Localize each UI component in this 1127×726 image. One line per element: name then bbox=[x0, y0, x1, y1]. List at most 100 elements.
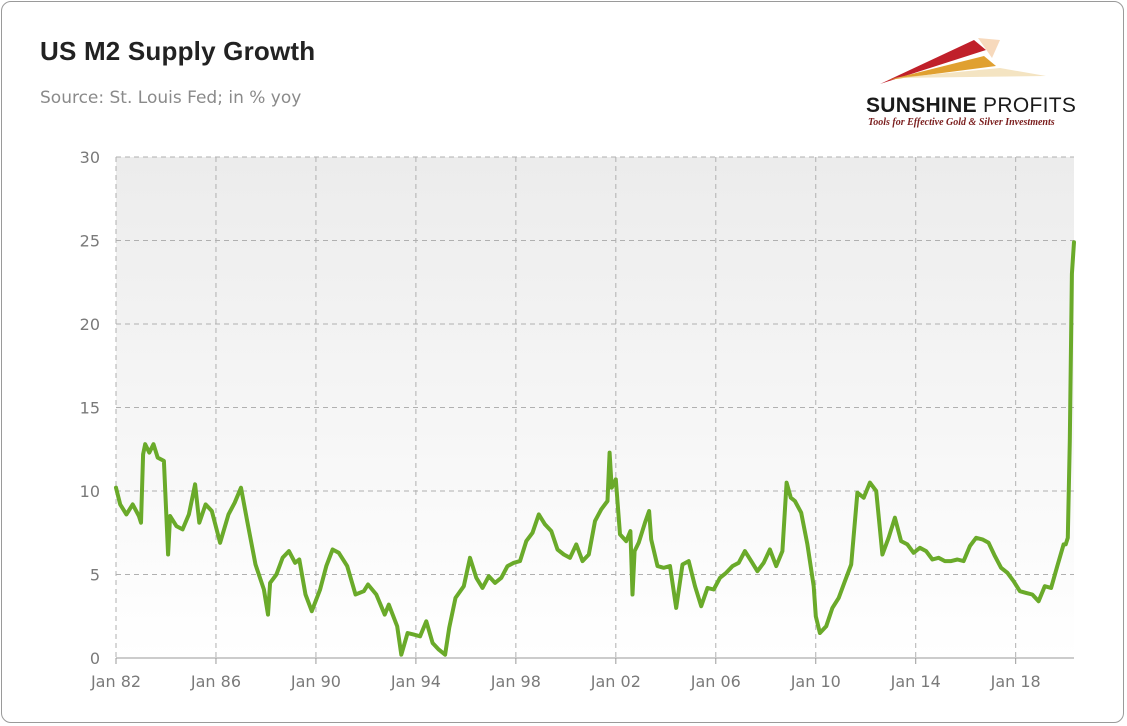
data-point bbox=[1043, 584, 1047, 588]
data-point bbox=[297, 557, 301, 562]
y-tick-label: 25 bbox=[80, 232, 100, 251]
data-point bbox=[253, 562, 258, 567]
data-point bbox=[437, 648, 441, 652]
data-point bbox=[687, 559, 691, 563]
data-point bbox=[799, 511, 803, 515]
data-point bbox=[168, 514, 172, 518]
data-point bbox=[568, 556, 572, 560]
data-point bbox=[647, 509, 651, 513]
data-point bbox=[855, 491, 860, 495]
x-tick-label: Jan 98 bbox=[490, 672, 541, 691]
data-point bbox=[1005, 571, 1010, 575]
data-point bbox=[680, 562, 685, 567]
data-point bbox=[824, 624, 828, 628]
data-point bbox=[474, 576, 478, 580]
y-tick-label: 20 bbox=[80, 315, 100, 334]
data-point bbox=[780, 549, 785, 553]
data-point bbox=[974, 536, 978, 540]
data-point bbox=[605, 499, 610, 503]
data-point bbox=[999, 566, 1003, 570]
data-point bbox=[608, 451, 612, 455]
data-point bbox=[762, 561, 766, 565]
data-point bbox=[331, 547, 335, 552]
data-point bbox=[387, 603, 391, 607]
data-point bbox=[1072, 240, 1076, 244]
data-point bbox=[524, 539, 528, 543]
data-point bbox=[293, 561, 297, 565]
x-tick-label: Jan 94 bbox=[390, 672, 441, 691]
data-point bbox=[210, 509, 214, 513]
data-point bbox=[668, 564, 672, 568]
data-point bbox=[955, 557, 960, 562]
y-tick-label: 10 bbox=[80, 482, 100, 501]
data-point bbox=[793, 499, 797, 503]
data-point bbox=[310, 609, 314, 613]
data-point bbox=[705, 586, 710, 590]
data-point bbox=[887, 536, 891, 540]
data-point bbox=[324, 564, 328, 568]
data-point bbox=[789, 496, 793, 500]
data-point bbox=[743, 549, 747, 553]
data-point bbox=[406, 631, 410, 635]
data-point bbox=[937, 556, 941, 560]
data-point bbox=[837, 596, 841, 600]
data-point bbox=[849, 562, 853, 567]
data-point bbox=[1066, 536, 1070, 540]
data-point bbox=[131, 502, 135, 506]
data-point bbox=[599, 507, 603, 511]
data-point bbox=[674, 606, 678, 610]
data-point bbox=[1068, 439, 1072, 443]
data-point bbox=[383, 613, 387, 617]
data-point bbox=[226, 512, 231, 517]
data-point bbox=[337, 551, 341, 555]
data-point bbox=[118, 502, 122, 506]
data-point bbox=[749, 559, 753, 563]
data-point bbox=[487, 574, 491, 578]
data-point bbox=[431, 641, 435, 645]
data-point bbox=[812, 584, 816, 588]
data-point bbox=[618, 532, 622, 537]
data-point bbox=[151, 442, 156, 446]
data-point bbox=[1030, 592, 1034, 597]
data-point bbox=[593, 519, 597, 523]
data-point bbox=[156, 456, 160, 460]
data-point bbox=[918, 546, 922, 550]
data-point bbox=[147, 451, 151, 455]
data-point bbox=[868, 481, 872, 485]
data-point bbox=[980, 537, 985, 542]
data-point bbox=[124, 512, 128, 517]
data-point bbox=[614, 477, 618, 481]
data-point bbox=[805, 542, 810, 547]
data-point bbox=[830, 606, 835, 610]
data-point bbox=[362, 589, 366, 593]
data-point bbox=[137, 514, 141, 518]
data-point bbox=[499, 576, 503, 580]
logo-name-bold: SUNSHINE bbox=[866, 94, 977, 117]
data-point bbox=[580, 559, 585, 563]
data-point bbox=[424, 619, 428, 623]
data-point bbox=[268, 581, 272, 585]
data-point bbox=[233, 501, 237, 505]
data-point bbox=[281, 556, 285, 560]
data-point bbox=[262, 587, 266, 592]
data-point bbox=[549, 529, 553, 533]
data-point bbox=[303, 592, 308, 597]
data-point bbox=[239, 486, 243, 490]
data-point bbox=[245, 519, 249, 523]
data-point bbox=[755, 569, 760, 573]
logo-name: SUNSHINE PROFITS bbox=[866, 94, 1076, 118]
data-point bbox=[912, 551, 916, 555]
data-point bbox=[637, 541, 641, 545]
x-tick-label: Jan 90 bbox=[290, 672, 341, 691]
data-point bbox=[468, 556, 472, 560]
y-tick-label: 0 bbox=[90, 649, 100, 668]
data-point bbox=[114, 486, 118, 490]
chart-subtitle: Source: St. Louis Fed; in % yoy bbox=[40, 88, 302, 108]
data-point bbox=[274, 572, 278, 577]
data-point bbox=[718, 576, 722, 580]
logo-tagline: Tools for Effective Gold & Silver Invest… bbox=[868, 117, 1055, 128]
data-point bbox=[724, 571, 728, 575]
data-point bbox=[693, 584, 697, 588]
data-point bbox=[785, 481, 789, 485]
logo-fade-ray bbox=[978, 38, 1000, 58]
